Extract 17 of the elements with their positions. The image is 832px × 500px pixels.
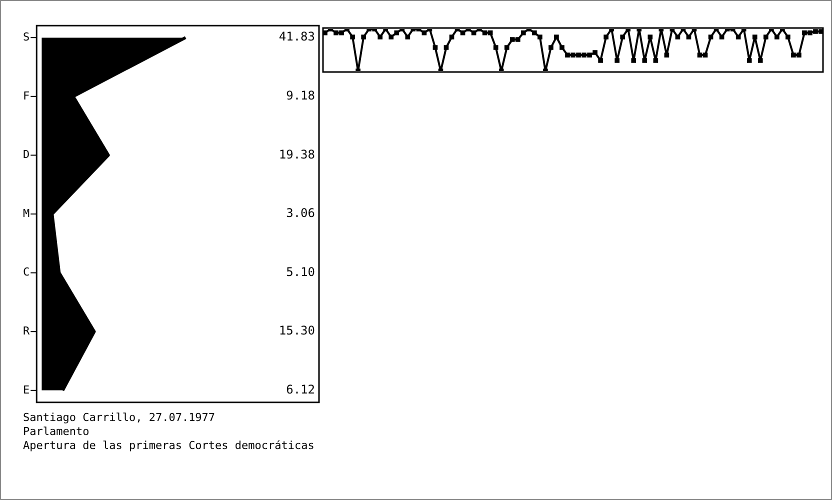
data-label: 15.30 bbox=[278, 324, 315, 338]
data-label: 19.38 bbox=[278, 147, 315, 162]
annotation: Santiago Carrillo, 27.07.1977 bbox=[23, 411, 216, 425]
text: Parlamento bbox=[23, 425, 90, 439]
data-label: 41.83 bbox=[278, 30, 315, 44]
y-tick-label: S bbox=[23, 30, 30, 44]
y-tick-label: E bbox=[23, 383, 30, 396]
data-label: 6.12 bbox=[286, 382, 315, 397]
text: Apertura de las primeras Cortes democráticas bbox=[23, 439, 314, 453]
y-tick-label: F bbox=[23, 89, 30, 102]
y-tick-label: D bbox=[23, 148, 30, 162]
y-tick-label: C bbox=[23, 266, 30, 279]
data-label: 3.06 bbox=[286, 206, 315, 220]
y-tick-label: M bbox=[23, 206, 30, 220]
data-label: 9.18 bbox=[286, 88, 315, 103]
data-label: 5.10 bbox=[286, 264, 315, 279]
y-tick-label: R bbox=[23, 324, 30, 338]
